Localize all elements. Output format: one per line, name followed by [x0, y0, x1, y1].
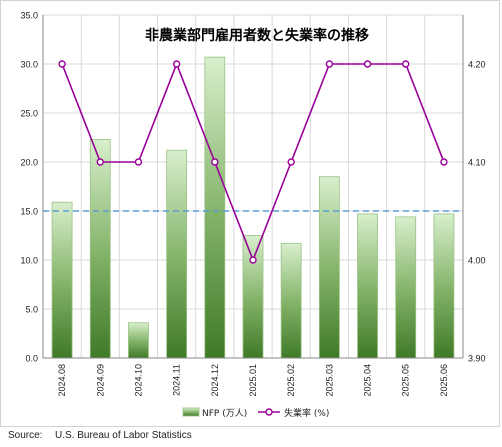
x-tick-label: 2024.11 [172, 364, 182, 396]
x-tick-label: 2024.08 [57, 364, 67, 397]
y-right-tick-label: 4.00 [468, 256, 486, 266]
y-left-tick-label: 15.0 [20, 207, 38, 217]
source-note: Source: U.S. Bureau of Labor Statistics [8, 430, 192, 441]
nfp-bar [89, 139, 111, 359]
nfp-bar [433, 213, 455, 359]
legend: NFP (万人) 失業率 (%) [182, 407, 329, 419]
y-left-tick-label: 5.0 [25, 305, 38, 315]
chart-frame: 0.0 5.0 10.0 15.0 20.0 25.0 30.0 35.0 3.90 4.00 4.… [0, 0, 500, 427]
nfp-bar [357, 213, 378, 359]
nfp-bar [318, 176, 340, 359]
x-tick-label: 2025.01 [248, 364, 258, 397]
nfp-bars [51, 56, 455, 359]
unemployment-point [249, 256, 257, 264]
unemployment-point [363, 60, 372, 68]
nfp-bar [395, 216, 417, 359]
source-text: U.S. Bureau of Labor Statistics [55, 430, 192, 441]
x-tick-label: 2025.02 [286, 364, 296, 397]
x-tick-label: 2025.05 [401, 364, 411, 397]
legend-marker [265, 408, 273, 416]
unemployment-point [58, 60, 66, 68]
unemployment-point [172, 60, 181, 68]
source-label: Source: [8, 430, 43, 441]
y-left-tick-label: 10.0 [20, 256, 38, 266]
y-left-tick-label: 25.0 [20, 109, 38, 119]
x-tick-label: 2024.10 [133, 364, 143, 397]
axes: 0.0 5.0 10.0 15.0 20.0 25.0 30.0 35.0 3.90 4.00 4.… [20, 11, 485, 397]
x-tick-label: 2024.12 [210, 364, 220, 397]
unemployment-point [325, 60, 334, 68]
unemployment-point [287, 158, 295, 166]
nfp-bar [166, 149, 188, 359]
nfp-bar [280, 242, 302, 359]
y-left-tick-label: 35.0 [20, 11, 38, 21]
unemployment-line [58, 60, 448, 264]
x-tick-label: 2025.06 [439, 364, 449, 397]
chart-title: 非農業部門雇用者数と失業率の推移 [145, 27, 369, 44]
y-right-tick-label: 3.90 [468, 354, 486, 364]
y-left-tick-label: 0.0 [25, 354, 38, 364]
nfp-bar [128, 322, 149, 359]
x-tick-label: 2024.09 [95, 364, 105, 397]
unemployment-point [402, 60, 410, 68]
y-left-tick-label: 20.0 [20, 158, 38, 168]
y-right-tick-label: 4.20 [468, 60, 486, 70]
unemployment-point [211, 158, 219, 166]
nfp-bar [242, 235, 264, 359]
chart: 0.0 5.0 10.0 15.0 20.0 25.0 30.0 35.0 3.90 4.00 4.… [20, 11, 485, 420]
legend-label-nfp: NFP (万人) [202, 408, 247, 419]
unemployment-point [134, 158, 143, 166]
nfp-bar [204, 56, 226, 359]
grid [42, 14, 464, 359]
y-right-tick-label: 4.10 [468, 158, 486, 168]
y-left-tick-label: 30.0 [20, 60, 38, 70]
legend-label-unemployment: 失業率 (%) [284, 407, 329, 419]
legend-swatch-nfp [182, 407, 200, 417]
unemployment-point [96, 158, 104, 166]
unemployment-point [440, 158, 448, 166]
nfp-bar [51, 201, 73, 359]
x-tick-label: 2025.03 [324, 364, 334, 397]
x-tick-label: 2025.04 [363, 364, 373, 397]
